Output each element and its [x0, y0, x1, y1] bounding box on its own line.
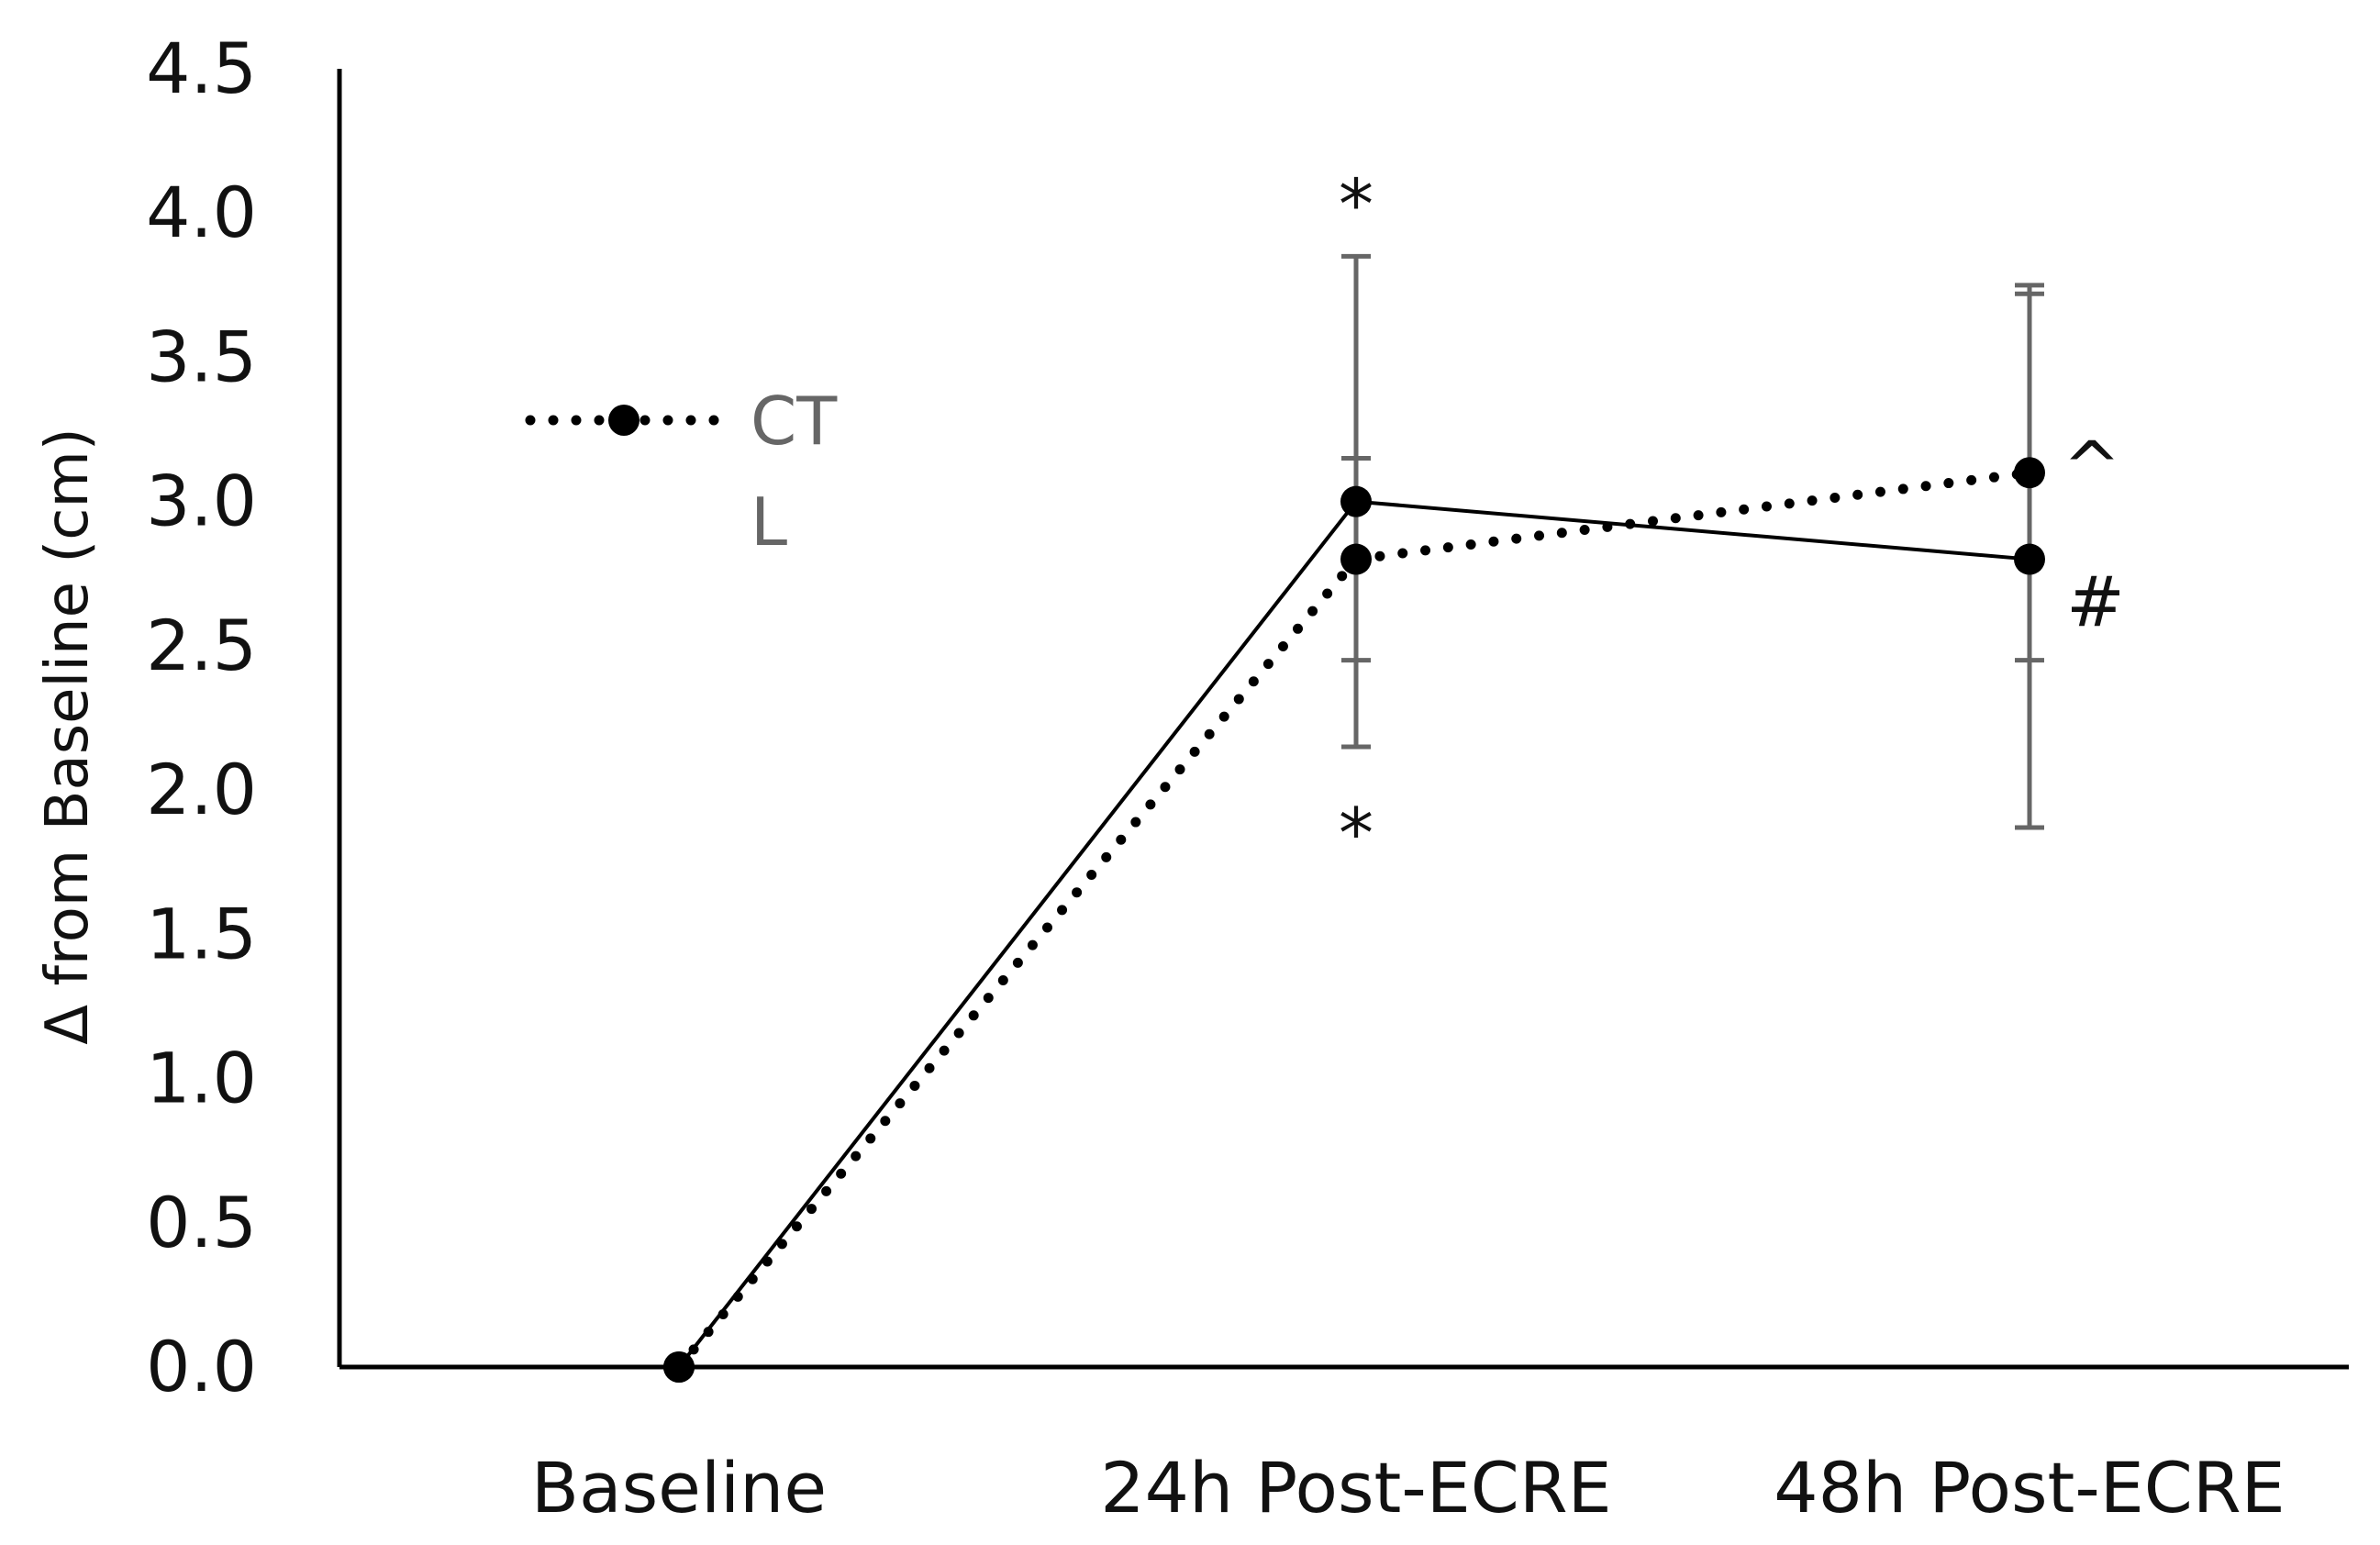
legend-label-line1: CT — [751, 383, 838, 460]
y-tick-label: 1.5 — [146, 893, 257, 974]
y-tick-label: 3.5 — [146, 316, 257, 397]
y-tick-label: 4.0 — [146, 172, 257, 253]
axes — [337, 69, 2349, 1370]
x-category-label: Baseline — [531, 1447, 827, 1528]
legend-label-line2: L — [751, 484, 787, 561]
annotation-label: ^ — [2063, 426, 2121, 507]
data-point — [1340, 543, 1372, 575]
y-tick-label: 0.0 — [146, 1326, 257, 1407]
annotation-label: * — [1339, 163, 1374, 245]
legend-marker-ctl — [608, 405, 639, 436]
y-tick-label: 3.0 — [146, 461, 257, 542]
x-category-labels: Baseline 24h Post-ECRE 48h Post-ECRE — [531, 1447, 2285, 1528]
data-points — [663, 457, 2045, 1383]
error-bars — [1341, 253, 2044, 830]
legend: CT L — [525, 383, 838, 561]
annotations: * * ^ # — [1339, 163, 2125, 873]
y-tick-label: 4.5 — [146, 28, 257, 109]
y-tick-label: 0.5 — [146, 1182, 257, 1263]
y-tick-label: 2.5 — [146, 605, 257, 686]
data-point — [1340, 485, 1372, 517]
y-tick-labels: 0.0 0.5 1.0 1.5 2.0 2.5 3.0 3.5 4.0 4.5 — [146, 28, 257, 1407]
data-point — [663, 1351, 695, 1383]
data-point — [2014, 457, 2045, 489]
annotation-label: # — [2066, 561, 2125, 643]
y-axis-title: Δ from Baseline (cm) — [34, 428, 102, 1045]
data-point — [2014, 543, 2045, 575]
x-category-label: 24h Post-ECRE — [1100, 1447, 1611, 1528]
x-category-label: 48h Post-ECRE — [1774, 1447, 2285, 1528]
y-tick-label: 2.0 — [146, 749, 257, 830]
y-tick-label: 1.0 — [146, 1038, 257, 1119]
annotation-label: * — [1339, 792, 1374, 873]
